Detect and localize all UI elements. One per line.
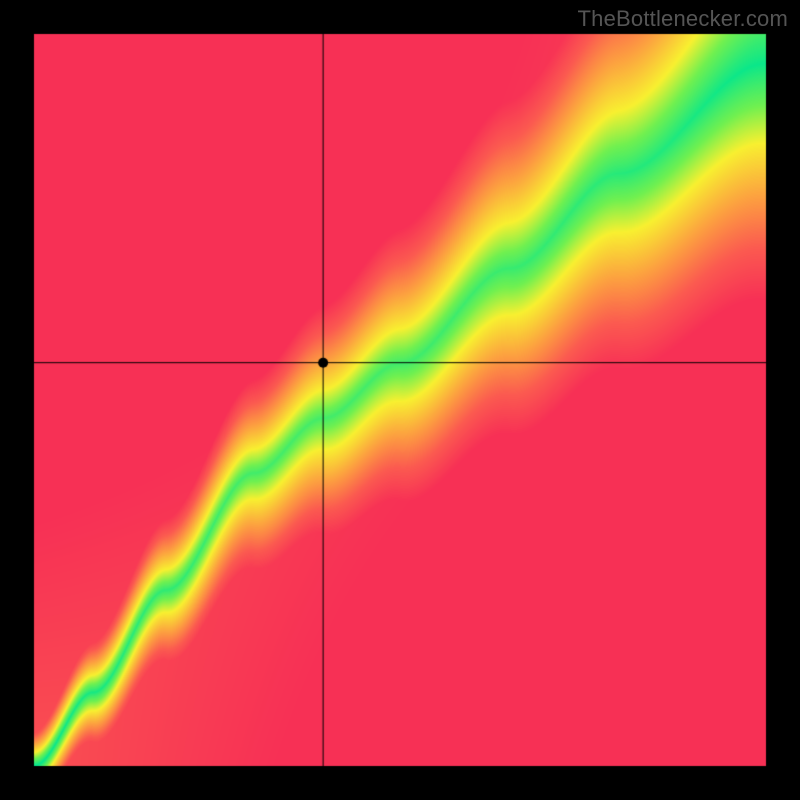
chart-container: TheBottlenecker.com xyxy=(0,0,800,800)
bottleneck-heatmap-canvas xyxy=(0,0,800,800)
watermark-text: TheBottlenecker.com xyxy=(578,6,788,32)
